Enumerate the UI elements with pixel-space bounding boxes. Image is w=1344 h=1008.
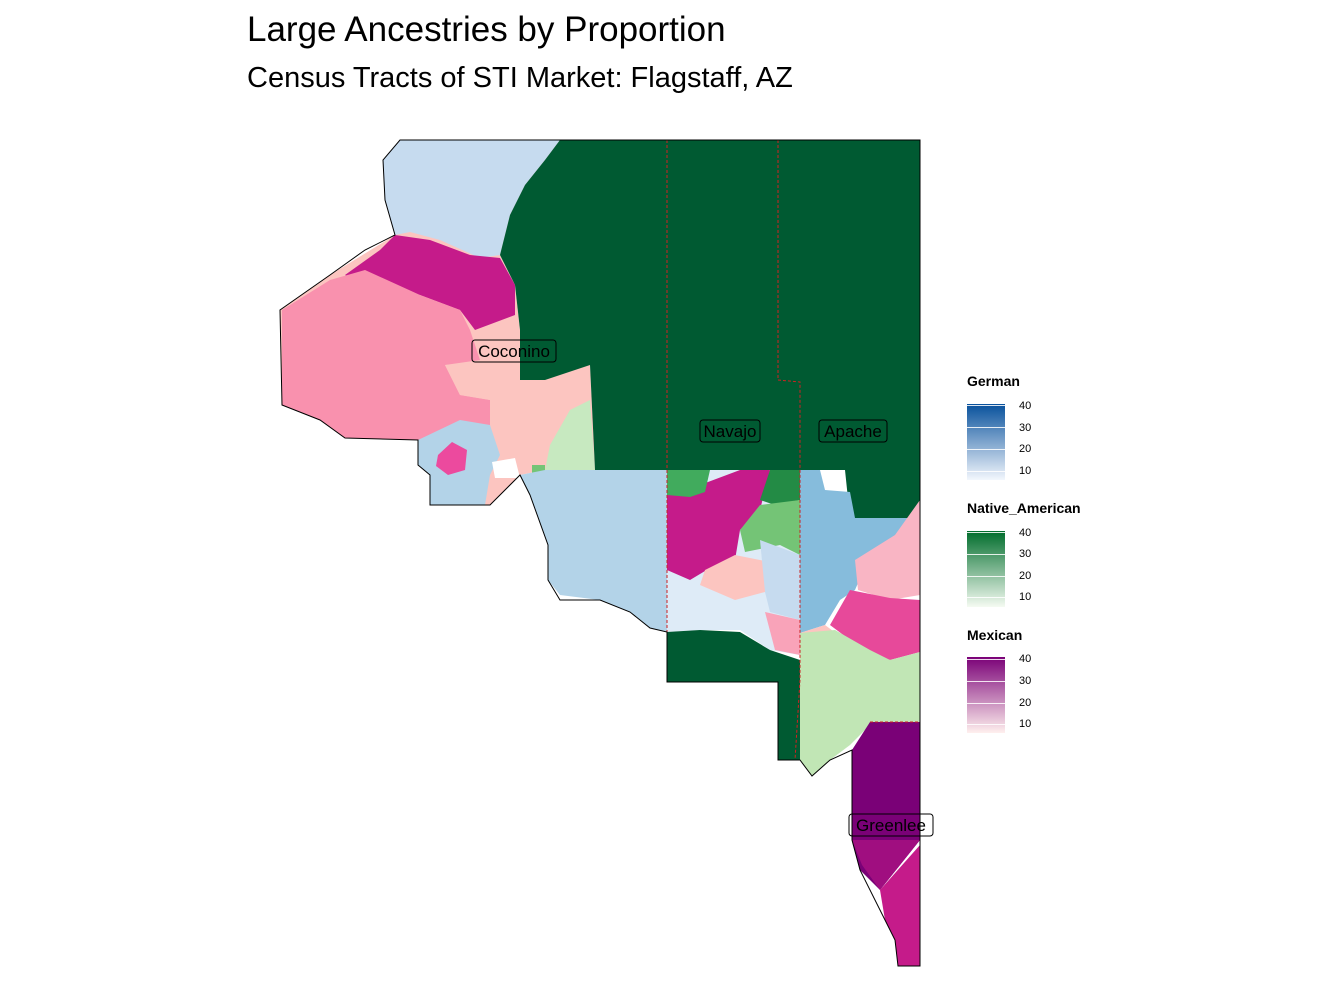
tract-apache-pink xyxy=(855,500,920,600)
tract-coconino-magenta xyxy=(345,235,515,330)
tract-navajo-pink xyxy=(700,555,770,600)
county-label-apache: Apache xyxy=(818,419,888,443)
legend-tick-label: 10 xyxy=(1019,718,1032,730)
tract-greenlee-south xyxy=(880,845,920,966)
tract-coconino-south xyxy=(520,470,667,632)
legend-tick-label: 20 xyxy=(1019,443,1032,455)
legend-tick-label: 20 xyxy=(1019,570,1032,582)
legend-tick xyxy=(967,703,1005,704)
tract-white xyxy=(492,458,520,478)
county-label-coconino: Coconino xyxy=(471,339,557,363)
tract-navajo-lightgreen xyxy=(740,500,800,555)
tract-navajo-green xyxy=(667,470,710,497)
tract-navajo-magenta xyxy=(667,470,770,580)
legend-tick-label: 20 xyxy=(1019,697,1032,709)
county-name: Navajo xyxy=(704,422,757,441)
tract-navajo-medgreen xyxy=(760,470,800,505)
legend-tick xyxy=(967,554,1005,555)
legend-tick-label: 10 xyxy=(1019,465,1032,477)
tract-apache-south xyxy=(800,630,920,776)
county-label-greenlee: Greenlee xyxy=(848,813,934,837)
legend-title: Native_American xyxy=(967,500,1081,516)
legend-colorbar xyxy=(967,657,1005,733)
legend-colorbar xyxy=(967,531,1005,607)
tract-apache-blue xyxy=(800,470,920,633)
county-boundary-navajo-apache xyxy=(777,140,801,761)
legend-tick-label: 10 xyxy=(1019,591,1032,603)
legend-tick xyxy=(967,532,1005,533)
county-name: Apache xyxy=(824,422,882,441)
legend-tick-label: 40 xyxy=(1019,400,1032,412)
legend-tick-label: 30 xyxy=(1019,548,1032,560)
county-label-navajo: Navajo xyxy=(699,419,761,443)
legend-title: Mexican xyxy=(967,627,1023,643)
legend-tick xyxy=(967,449,1005,450)
legend-tick xyxy=(967,724,1005,725)
tract-navajo-nation xyxy=(500,140,920,518)
tract-navajo-south-green xyxy=(667,630,800,760)
legend-tick xyxy=(967,471,1005,472)
legend-tick xyxy=(967,659,1005,660)
tract-navajo-lightblue xyxy=(760,540,800,620)
legend-title: German xyxy=(967,373,1020,389)
legend-colorbar xyxy=(967,404,1005,480)
county-name: Coconino xyxy=(478,342,550,361)
legend-tick-label: 30 xyxy=(1019,422,1032,434)
legend-tick-label: 40 xyxy=(1019,527,1032,539)
map-title: Large Ancestries by Proportion xyxy=(247,10,726,49)
legend-tick xyxy=(967,576,1005,577)
tract-coconino-lightgreen xyxy=(545,400,595,470)
tract-coconino-west xyxy=(282,270,490,440)
legend-tick-label: 30 xyxy=(1019,675,1032,687)
legend-tick-label: 40 xyxy=(1019,653,1032,665)
legend-tick xyxy=(967,405,1005,406)
tract-greenlee-mid xyxy=(852,840,920,890)
tract-navajo-pink-south xyxy=(765,612,800,655)
legend-tick xyxy=(967,597,1005,598)
tract-pink-spot xyxy=(436,442,467,475)
tract-coconino-nw xyxy=(383,140,560,258)
legend-tick xyxy=(967,427,1005,428)
legend-tick xyxy=(967,681,1005,682)
map-subtitle: Census Tracts of STI Market: Flagstaff, … xyxy=(247,62,793,94)
market-outline xyxy=(279,139,921,967)
county-name: Greenlee xyxy=(856,816,926,835)
tract-apache-hotpink xyxy=(830,590,920,660)
